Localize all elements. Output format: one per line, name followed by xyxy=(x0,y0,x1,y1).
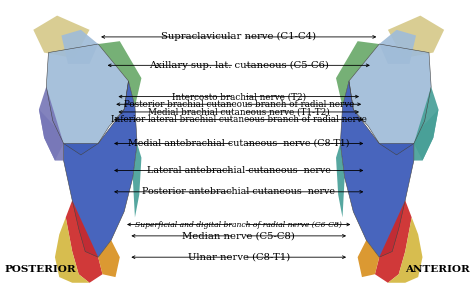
Polygon shape xyxy=(39,109,64,160)
Polygon shape xyxy=(388,15,444,58)
Polygon shape xyxy=(379,30,416,64)
Text: Ulnar nerve (C8-T1): Ulnar nerve (C8-T1) xyxy=(188,253,290,262)
Polygon shape xyxy=(336,41,379,106)
Text: Medial brachial cutaneous nerve (T1-T2): Medial brachial cutaneous nerve (T1-T2) xyxy=(148,107,329,117)
Text: Intercosto brachial nerve (T2): Intercosto brachial nerve (T2) xyxy=(172,92,306,101)
Polygon shape xyxy=(340,81,414,257)
Text: Supraclavicular nerve (C1-C4): Supraclavicular nerve (C1-C4) xyxy=(161,32,316,42)
Polygon shape xyxy=(388,217,422,283)
Polygon shape xyxy=(39,87,64,160)
Polygon shape xyxy=(46,44,128,155)
Text: Posterior antebrachial cutaneous  nerve: Posterior antebrachial cutaneous nerve xyxy=(142,187,335,196)
Polygon shape xyxy=(358,240,379,277)
Polygon shape xyxy=(98,240,120,277)
Polygon shape xyxy=(33,15,90,58)
Text: ANTERIOR: ANTERIOR xyxy=(405,265,470,274)
Polygon shape xyxy=(66,200,102,283)
Polygon shape xyxy=(98,41,141,106)
Polygon shape xyxy=(414,87,438,160)
Text: Posterior brachial cutaneous branch of radial nerve: Posterior brachial cutaneous branch of r… xyxy=(124,100,354,109)
Text: Lateral antebrachial cutaneous  nerve: Lateral antebrachial cutaneous nerve xyxy=(147,166,331,175)
Text: Medial antebrachial cutaneous  nerve (C8-T1): Medial antebrachial cutaneous nerve (C8-… xyxy=(128,139,349,148)
Text: Inferior lateral brachial cutaneous branch of radial nerve: Inferior lateral brachial cutaneous bran… xyxy=(111,115,367,124)
Polygon shape xyxy=(133,144,141,217)
Polygon shape xyxy=(55,217,90,283)
Polygon shape xyxy=(414,109,438,160)
Polygon shape xyxy=(349,44,431,155)
Polygon shape xyxy=(64,81,137,257)
Polygon shape xyxy=(336,144,345,217)
Text: Axillary sup. lat. cutaneous (C5-C6): Axillary sup. lat. cutaneous (C5-C6) xyxy=(149,61,328,70)
Text: Superficial and digital branch of radial nerve (C6-C8): Superficial and digital branch of radial… xyxy=(135,220,342,228)
Text: Median nerve (C5-C8): Median nerve (C5-C8) xyxy=(182,231,295,241)
Polygon shape xyxy=(375,200,412,283)
Text: POSTERIOR: POSTERIOR xyxy=(4,265,76,274)
Polygon shape xyxy=(62,30,98,64)
